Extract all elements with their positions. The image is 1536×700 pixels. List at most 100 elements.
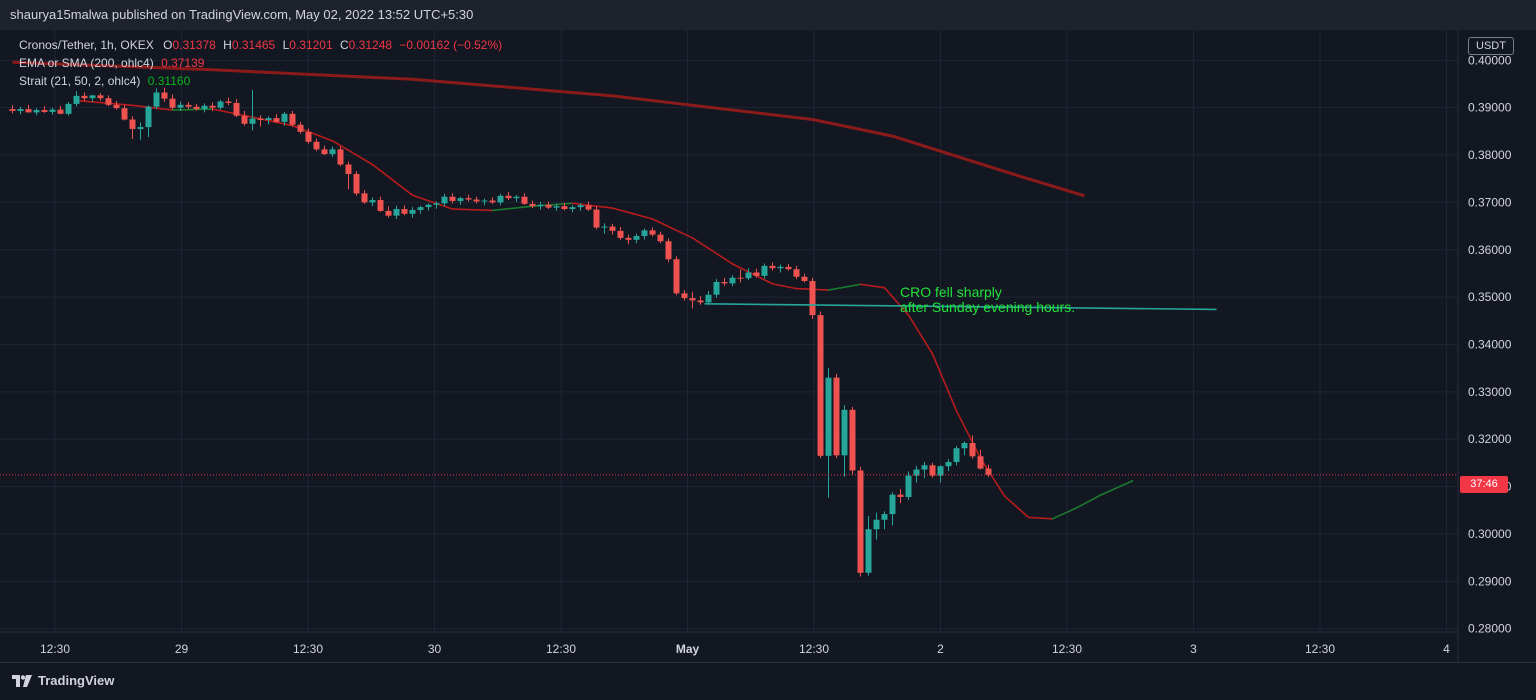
candle-body — [617, 230, 624, 238]
sma-value: 0.37139 — [161, 56, 205, 70]
candle-body — [721, 281, 728, 284]
candle-body — [905, 475, 912, 498]
candle-body — [737, 277, 744, 279]
candle-body — [849, 409, 856, 471]
candle-body — [665, 241, 672, 260]
sma-line — [12, 60, 1085, 198]
candle-body — [769, 265, 776, 269]
strait-line-segment — [491, 205, 534, 212]
published-line: shaurya15malwa published on TradingView.… — [10, 7, 474, 22]
candle-body — [545, 204, 552, 208]
strait-line-segment — [931, 353, 958, 412]
candle-body — [425, 204, 432, 208]
candle-body — [913, 469, 920, 476]
support-trendline — [704, 302, 1217, 311]
candle-body — [169, 98, 176, 108]
candle-body — [633, 236, 640, 240]
candle-body — [65, 103, 72, 114]
y-tick-label: 0.28000 — [1468, 622, 1512, 636]
strait-line-segment — [171, 108, 214, 111]
strait-line-segment — [451, 208, 494, 212]
currency-button[interactable]: USDT — [1468, 37, 1514, 55]
strait-line-segment — [1051, 507, 1078, 520]
strait-line-segment — [907, 314, 934, 355]
candle-body — [225, 101, 232, 103]
candle-body — [745, 272, 752, 279]
x-tick-label: 4 — [1443, 642, 1450, 656]
candle-body — [345, 164, 352, 174]
tradingview-brand-label: TradingView — [38, 673, 115, 688]
candle-body — [529, 203, 536, 207]
candle-body — [161, 92, 168, 99]
y-tick-label: 0.39000 — [1468, 101, 1512, 115]
x-tick-label: 12:30 — [1305, 642, 1335, 656]
candle-body — [9, 109, 16, 111]
tradingview-logo[interactable]: TradingView — [12, 673, 114, 688]
candle-body — [25, 109, 32, 113]
axes-layer: 0.40000 0.39000 0.38000 0.37000 0.36000 0.350… — [0, 30, 1512, 662]
candle-body — [89, 95, 96, 99]
x-tick-label: May — [676, 642, 700, 656]
annotation-line-2: after Sunday evening hours. — [900, 299, 1076, 315]
high-label: H — [223, 38, 232, 52]
candle-body — [329, 149, 336, 155]
candle-body — [377, 200, 384, 211]
candle-body — [465, 198, 472, 200]
candle-body — [505, 195, 512, 199]
x-tick-label: 3 — [1190, 642, 1197, 656]
strait-line-segment — [331, 140, 374, 166]
annotation-line-1: CRO fell sharply — [900, 284, 1002, 300]
candle-body — [513, 196, 520, 199]
candle-body — [873, 519, 880, 530]
candle-body — [249, 118, 256, 124]
y-tick-label: 0.36000 — [1468, 243, 1512, 257]
strait-line-segment — [1027, 516, 1054, 520]
legend-ohlc-row: Cronos/Tether, 1h, OKEX O0.31378 H0.3146… — [19, 38, 502, 52]
x-tick-label: 12:30 — [546, 642, 576, 656]
candle-body — [481, 200, 488, 202]
y-tick-label: 0.37000 — [1468, 195, 1512, 209]
open-label: O — [163, 38, 173, 52]
chart-annotation[interactable]: CRO fell sharply after Sunday evening ho… — [900, 285, 1075, 315]
candle-body — [673, 259, 680, 294]
y-tick-label: 0.30000 — [1468, 527, 1512, 541]
candle-body — [457, 198, 464, 201]
candle-body — [641, 230, 648, 237]
candle-body — [833, 377, 840, 456]
price-chart[interactable]: 0.40000 0.39000 0.38000 0.37000 0.36000 0.350… — [0, 30, 1536, 662]
strait-line-segment — [571, 202, 614, 209]
x-tick-label: 12:30 — [40, 642, 70, 656]
candle-body — [817, 315, 824, 456]
candle-body — [841, 409, 848, 456]
candle-body — [449, 196, 456, 201]
legend-sma-row[interactable]: EMA or SMA (200, ohlc4) 0.37139 — [19, 56, 204, 70]
legend-strait-row[interactable]: Strait (21, 50, 2, ohlc4) 0.31160 — [19, 74, 190, 88]
candle-body — [57, 109, 64, 114]
candle-body — [361, 193, 368, 203]
candle-body — [713, 281, 720, 295]
candle-body — [337, 149, 344, 165]
candles-layer — [9, 87, 992, 577]
y-tick-label: 0.34000 — [1468, 337, 1512, 351]
candle-body — [601, 226, 608, 228]
candle-body — [857, 470, 864, 573]
candle-body — [409, 209, 416, 214]
low-value: 0.31201 — [289, 38, 333, 52]
x-tick-label: 29 — [175, 642, 189, 656]
symbol-label[interactable]: Cronos/Tether, 1h, OKEX — [19, 38, 154, 52]
close-label: C — [340, 38, 349, 52]
overlay-layer — [0, 302, 1458, 476]
strait-line-segment — [859, 283, 886, 289]
candle-body — [17, 109, 24, 111]
candle-body — [97, 95, 104, 99]
strait-value: 0.31160 — [147, 74, 191, 88]
candle-body — [153, 92, 160, 107]
candle-body — [281, 113, 288, 122]
x-tick-label: 2 — [937, 642, 944, 656]
candle-body — [825, 377, 832, 456]
strait-line-segment — [955, 410, 982, 459]
candle-body — [401, 209, 408, 214]
candle-body — [777, 266, 784, 269]
strait-line-segment — [1075, 494, 1102, 509]
candle-body — [785, 266, 792, 270]
